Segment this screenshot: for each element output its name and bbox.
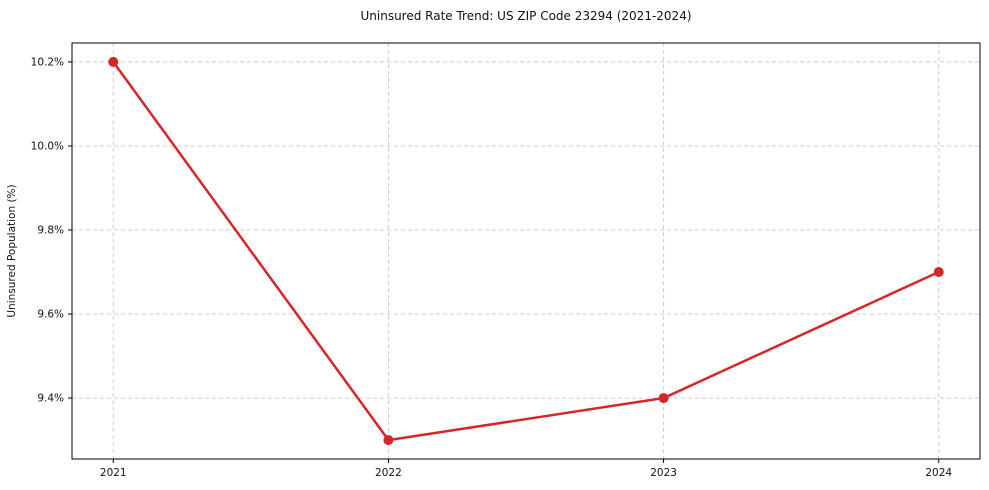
x-tick-label: 2024 [925, 467, 952, 479]
axes: 9.4% 9.6% 9.8% 10.0% 10.2% 2021 2022 2023 2024 [31, 42, 981, 479]
data-point-marker [383, 435, 394, 446]
plot-spines [71, 42, 981, 460]
x-tick-label: 2021 [100, 467, 127, 479]
y-tick-label: 9.6% [37, 309, 64, 321]
x-tick-label: 2022 [375, 467, 402, 479]
x-tick-label: 2023 [650, 467, 677, 479]
gridlines [72, 43, 980, 459]
data-point-marker [108, 56, 119, 67]
trend-line [112, 60, 940, 442]
data-point-marker [933, 267, 944, 278]
y-tick-label: 10.2% [31, 56, 64, 68]
y-axis-label: Uninsured Population (%) [6, 184, 18, 317]
y-tick-label: 10.0% [31, 141, 64, 153]
y-tick-label: 9.4% [37, 393, 64, 405]
line-series [108, 56, 944, 446]
data-point-marker [658, 393, 669, 404]
chart-title: Uninsured Rate Trend: US ZIP Code 23294 … [360, 9, 691, 23]
y-tick-label: 9.8% [37, 225, 64, 237]
